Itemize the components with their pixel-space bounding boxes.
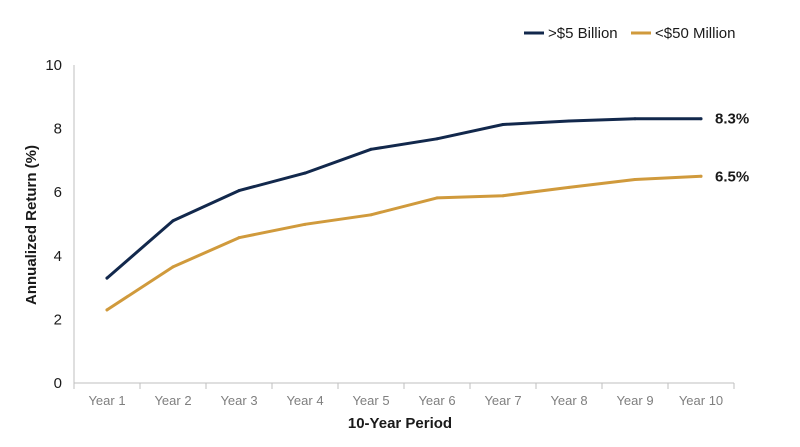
legend: >$5 Billion <$50 Million <box>524 25 735 42</box>
x-axis: Year 1 Year 2 Year 3 Year 4 Year 5 Year 6 Year… <box>73 382 735 408</box>
y-tick-label: 8 <box>54 121 62 138</box>
end-value-label: 8.3% <box>715 111 749 128</box>
data-point <box>105 308 109 312</box>
data-point <box>171 219 175 223</box>
x-tick-label: Year 4 <box>286 393 323 408</box>
data-point <box>699 117 703 121</box>
data-point <box>369 213 373 217</box>
data-point <box>237 236 241 240</box>
data-point <box>303 222 307 226</box>
data-point <box>699 174 703 178</box>
x-tick-label: Year 1 <box>88 393 125 408</box>
x-tick-label: Year 10 <box>679 393 723 408</box>
data-point <box>501 122 505 126</box>
x-tick-label: Year 3 <box>220 393 257 408</box>
data-point <box>237 189 241 193</box>
y-axis-title: Annualized Return (%) <box>23 145 40 305</box>
data-point <box>435 196 439 200</box>
x-tick-label: Year 7 <box>484 393 521 408</box>
series-line <box>105 117 703 280</box>
data-point <box>171 265 175 269</box>
data-point <box>435 137 439 141</box>
x-tick-label: Year 6 <box>418 393 455 408</box>
x-axis-title: 10-Year Period <box>348 415 452 432</box>
y-tick-label: 6 <box>54 184 62 201</box>
y-tick-label: 2 <box>54 311 62 328</box>
data-point <box>567 185 571 189</box>
x-tick-label: Year 5 <box>352 393 389 408</box>
data-point <box>369 147 373 151</box>
legend-label: >$5 Billion <box>548 25 618 42</box>
series-line <box>105 174 703 312</box>
data-point <box>633 117 637 121</box>
end-value-label: 6.5% <box>715 168 749 185</box>
x-tick-label: Year 8 <box>550 393 587 408</box>
data-point <box>501 194 505 198</box>
data-point <box>303 171 307 175</box>
series-layer: 8.3% 6.5% <box>105 111 749 312</box>
y-axis: 0 2 4 6 8 10 <box>45 57 75 392</box>
data-point <box>105 276 109 280</box>
x-tick-label: Year 9 <box>616 393 653 408</box>
legend-label: <$50 Million <box>655 25 735 42</box>
x-tick-label: Year 2 <box>154 393 191 408</box>
data-point <box>633 177 637 181</box>
y-tick-label: 10 <box>45 57 62 74</box>
y-tick-label: 4 <box>54 248 62 265</box>
data-point <box>567 119 571 123</box>
y-tick-label: 0 <box>54 375 62 392</box>
